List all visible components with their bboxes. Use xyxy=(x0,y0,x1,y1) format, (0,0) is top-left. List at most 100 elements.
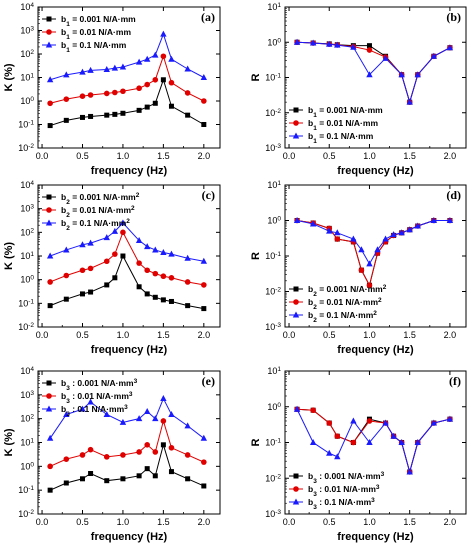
y-tick-label: 10-3 xyxy=(265,322,281,333)
data-point xyxy=(111,227,119,234)
series-line xyxy=(297,41,451,104)
data-point xyxy=(47,487,53,493)
series-0 xyxy=(294,218,453,288)
data-point xyxy=(184,90,191,96)
data-point xyxy=(390,432,397,439)
data-point xyxy=(185,303,191,309)
legend-marker xyxy=(45,405,53,412)
data-point xyxy=(430,52,438,59)
data-point xyxy=(200,257,208,264)
legend-label: b1 = 0.1 N/A·mm xyxy=(308,131,374,145)
y-axis-label: R xyxy=(250,438,262,446)
legend-label: b3 : 0.001 N/A·mm3 xyxy=(61,378,138,392)
data-point xyxy=(87,446,94,453)
y-tick-label: 100 xyxy=(267,401,281,412)
data-point xyxy=(88,289,94,295)
data-point xyxy=(152,246,159,253)
x-axis-label: frequency (Hz) xyxy=(337,531,414,543)
data-point xyxy=(63,272,70,279)
series-1 xyxy=(294,39,453,105)
data-point xyxy=(79,241,86,248)
data-point xyxy=(309,220,317,227)
data-point xyxy=(87,239,94,246)
data-point xyxy=(63,246,70,253)
panel-a: 0.0 0.5 1.0 1.5 2.0 10-2 10-1 100 101 102 103 104 fr… xyxy=(3,2,221,177)
data-point xyxy=(120,110,126,116)
y-tick-label: 103 xyxy=(20,389,34,400)
data-point xyxy=(136,107,142,113)
series-line xyxy=(49,419,205,467)
data-point xyxy=(63,410,70,417)
y-tick-label: 10-2 xyxy=(18,322,34,333)
x-tick-label: 0.5 xyxy=(76,151,89,161)
x-tick-label: 1.0 xyxy=(117,517,130,527)
data-point xyxy=(144,291,150,297)
data-point xyxy=(87,398,94,405)
x-tick-label: 2.0 xyxy=(444,517,457,527)
data-point xyxy=(168,298,174,304)
data-point xyxy=(358,267,365,273)
series-line xyxy=(49,78,205,127)
legend-entry: b1 = 0.1 N/A·mm xyxy=(289,131,374,145)
x-tick-label: 0.0 xyxy=(283,330,296,340)
series-1 xyxy=(47,53,207,107)
data-point xyxy=(310,407,316,414)
x-tick-label: 1.0 xyxy=(363,330,376,340)
data-point xyxy=(119,63,127,70)
legend-entry: b2 = 0.01 N/A·mm2 xyxy=(42,205,135,219)
data-point xyxy=(382,419,389,426)
data-point xyxy=(430,419,438,426)
data-point xyxy=(144,243,151,250)
panel-d: 0.0 0.5 1.0 1.5 2.0 10-3 10-2 10-1 100 101 frequen… xyxy=(250,180,467,356)
data-point xyxy=(398,439,405,445)
data-point xyxy=(79,291,85,297)
data-point xyxy=(112,89,118,96)
data-point xyxy=(152,100,158,106)
data-point xyxy=(160,442,166,448)
y-tick-label: 104 xyxy=(20,366,34,377)
data-point xyxy=(103,234,110,241)
data-point xyxy=(104,478,110,484)
data-point xyxy=(79,93,86,100)
data-point xyxy=(414,71,421,78)
legend-entry: b3 : 0.01 N/A·mm3 xyxy=(42,391,133,405)
x-axis-label: frequency (Hz) xyxy=(91,531,168,543)
data-point xyxy=(168,410,175,417)
y-tick-label: 100 xyxy=(20,461,34,472)
data-point xyxy=(63,96,70,102)
panel-label: (c) xyxy=(202,188,215,202)
panel-label: (e) xyxy=(202,374,215,388)
data-point xyxy=(334,433,341,440)
y-tick-label: 101 xyxy=(20,251,34,262)
series-0 xyxy=(47,253,207,312)
data-point xyxy=(406,226,413,233)
legend-marker xyxy=(46,207,52,213)
data-point xyxy=(103,65,110,72)
legend-marker xyxy=(293,286,299,292)
x-tick-label: 1.0 xyxy=(117,151,130,161)
legend-entry: b2 = 0.1 N/A·mm2 xyxy=(289,310,377,324)
data-point xyxy=(120,476,126,482)
data-point xyxy=(334,453,341,460)
data-point xyxy=(184,65,191,72)
data-point xyxy=(47,463,53,470)
data-point xyxy=(200,74,208,80)
x-tick-label: 2.0 xyxy=(444,151,457,161)
legend-marker xyxy=(293,486,299,492)
y-tick-label: 102 xyxy=(20,413,34,424)
y-tick-label: 10-1 xyxy=(18,298,34,309)
legend-entry: b1 = 0.001 N/A·mm xyxy=(289,105,383,119)
x-tick-label: 1.5 xyxy=(157,151,170,161)
series-1 xyxy=(47,418,207,470)
y-tick-label: 10-1 xyxy=(265,72,281,83)
data-point xyxy=(366,282,373,289)
data-point xyxy=(350,417,357,424)
series-line xyxy=(297,408,451,474)
data-point xyxy=(63,456,70,462)
y-axis-label: R xyxy=(250,252,262,260)
data-point xyxy=(135,58,143,65)
data-point xyxy=(350,43,357,50)
data-point xyxy=(87,92,94,98)
data-point xyxy=(382,235,389,242)
series-1 xyxy=(294,406,453,475)
